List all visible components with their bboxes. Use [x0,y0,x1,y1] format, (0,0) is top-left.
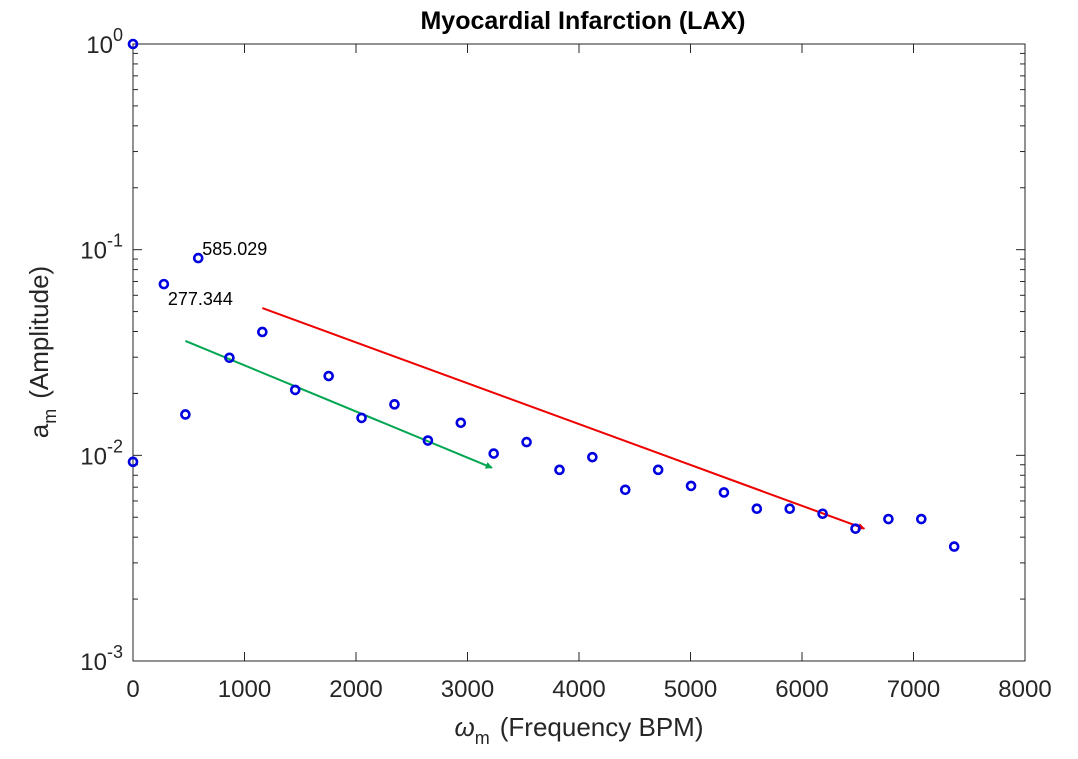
y-tick-base: 10 [86,32,113,59]
y-axis-symbol: a [24,423,54,438]
data-point-6 [257,326,268,338]
y-tick-exponent: -1 [107,231,123,251]
y-tick-label-0: 100 [86,25,123,59]
data-point-13 [488,448,500,459]
plot-area [133,44,1025,661]
x-tick-label-6: 6000 [775,676,828,703]
data-point-1 [127,456,139,468]
data-point-15 [554,464,565,476]
y-tick-exponent: -2 [107,436,123,456]
annotations: 585.029 277.344 [168,239,267,309]
x-axis-text: (Frequency BPM) [500,712,704,742]
x-tick-label-0: 0 [126,676,139,703]
data-point-24 [850,523,861,534]
data-point-7 [289,384,301,396]
data-points [127,38,960,552]
data-point-2 [158,278,170,290]
x-tick-label-7: 7000 [887,676,940,703]
data-point-16 [587,451,598,463]
data-point-0 [127,38,139,50]
y-axis-text: (Amplitude) [24,266,54,399]
chart-title: Myocardial Infarction (LAX) [420,7,745,35]
x-tick-labels: 0 1000 2000 3000 4000 5000 6000 7000 8000 [126,676,1051,703]
data-point-10 [389,399,400,410]
annotation-585-029: 585.029 [202,239,267,259]
y-tick-base: 10 [80,443,107,470]
x-axis-label: ωm (Frequency BPM) [455,712,704,748]
data-point-21 [751,503,763,515]
y-tick-exponent: 0 [113,25,123,45]
x-axis-symbol: ω [455,712,475,742]
red-trend-arrow [261,307,866,530]
data-point-12 [455,417,467,429]
trend-arrows [185,307,866,530]
y-tick-label-3: 10-3 [80,642,123,676]
y-tick-base: 10 [80,238,107,265]
data-point-8 [323,370,334,382]
data-point-9 [356,412,367,424]
annotation-277-344: 277.344 [168,289,233,309]
plot-frame [132,43,1026,662]
data-point-20 [718,487,730,498]
x-tick-label-3: 3000 [441,676,494,703]
data-point-14 [521,436,532,448]
x-tick-label-2: 2000 [329,676,382,703]
data-point-4 [192,252,204,264]
data-point-18 [652,464,664,476]
y-tick-label-1: 10-1 [80,231,123,265]
data-point-17 [619,484,631,496]
data-point-11 [422,435,434,446]
x-tick-label-8: 8000 [998,676,1051,703]
data-point-3 [180,409,191,420]
y-tick-exponent: -3 [107,642,123,662]
data-point-5 [224,352,235,364]
data-point-23 [817,508,828,520]
data-point-26 [916,513,927,525]
green-trend-arrow [185,339,493,469]
x-tick-label-5: 5000 [664,676,717,703]
data-point-19 [685,480,697,492]
data-point-22 [784,503,796,515]
x-tick-label-4: 4000 [552,676,605,703]
y-axis-label: am (Amplitude) [24,266,60,438]
x-tick-label-1: 1000 [218,676,271,703]
y-tick-base: 10 [80,649,107,676]
x-axis-subscript: m [475,728,490,748]
y-tick-label-2: 10-2 [80,436,123,470]
data-point-25 [883,513,894,525]
y-axis-subscript: m [40,409,60,424]
data-point-27 [948,541,960,552]
